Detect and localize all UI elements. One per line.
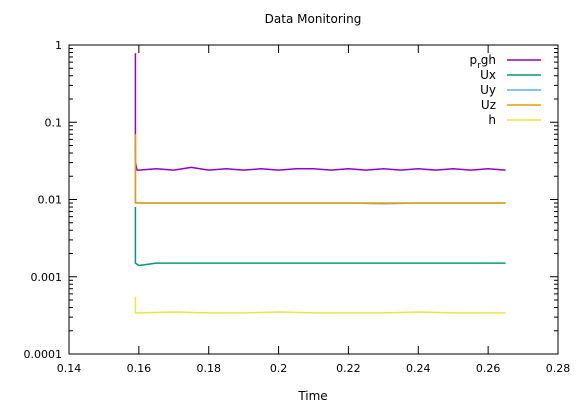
x-tick-label: 0.14 [57,362,82,375]
series-line-h [134,296,506,314]
chart-title: Data Monitoring [265,12,362,26]
x-tick-label: 0.28 [546,362,571,375]
legend-label-uz: Uz [481,98,496,112]
y-tick-label: 1 [55,39,62,52]
legend-label-p-rgh: prgh [469,53,496,71]
x-tick-label: 0.2 [270,362,288,375]
series-line-uz [134,134,506,204]
series-line-ux [134,207,506,267]
y-tick-label: 0.1 [45,116,63,129]
legend-label-h: h [488,113,496,127]
x-tick-label: 0.16 [127,362,152,375]
x-tick-label: 0.18 [196,362,221,375]
x-tick-label: 0.22 [336,362,361,375]
x-axis: 0.14 0.16 0.18 0.2 0.22 0.24 0.26 0.28 [57,45,571,375]
series-line-uy [134,153,506,205]
x-axis-label: Time [297,389,327,403]
legend-label-ux: Ux [480,68,496,82]
y-tick-label: 0.001 [31,271,63,284]
y-axis: 0.0001 0.001 0.01 0.1 1 [24,39,558,361]
x-tick-label: 0.24 [406,362,431,375]
y-tick-label: 0.0001 [24,348,63,361]
legend-label-uy: Uy [480,83,496,97]
y-tick-label: 0.01 [38,194,63,207]
series-line-p-rgh [134,53,506,171]
x-tick-label: 0.26 [476,362,501,375]
series-lines [134,53,506,314]
